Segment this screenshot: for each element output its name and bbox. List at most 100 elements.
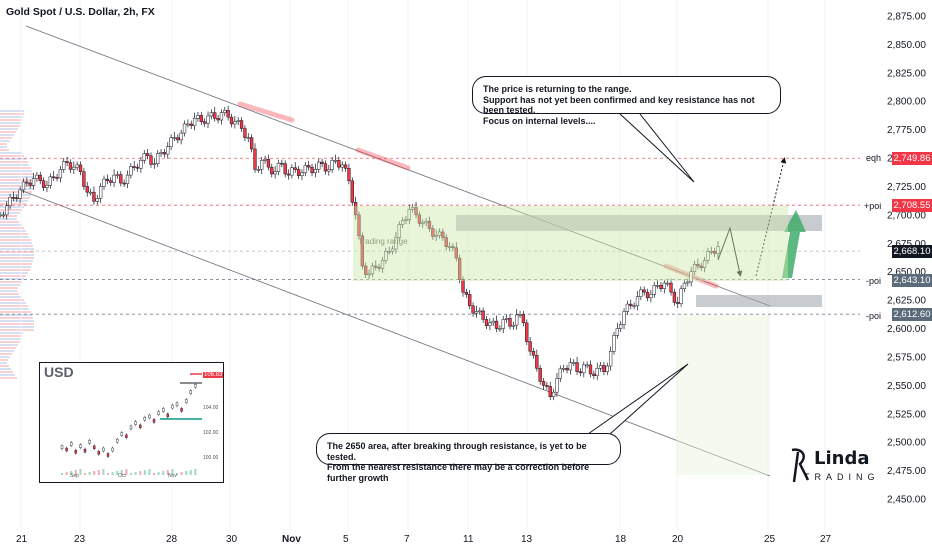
candle-body (216, 118, 220, 121)
candle-body (260, 160, 264, 170)
candle-body (397, 224, 401, 238)
inset-price-badge: 106.83 (203, 372, 224, 378)
candle-body (145, 153, 150, 157)
candle-body (152, 163, 156, 165)
inset-volume-bar (116, 471, 119, 475)
candle-body (414, 207, 418, 216)
volume-profile-bar (0, 266, 31, 268)
candle-body (696, 264, 700, 267)
candle-body (209, 112, 214, 117)
volume-profile-bar (0, 113, 24, 115)
poi-box-upper (456, 215, 822, 231)
callout-top-line-3: Focus on internal levels.... (483, 115, 596, 126)
candle-body (213, 112, 217, 119)
candle-body (592, 373, 596, 376)
candle-body (468, 294, 472, 307)
candle-body (515, 314, 519, 326)
y-tick-label: 2,675.00 (887, 239, 926, 250)
volume-profile (0, 110, 34, 379)
candle-body (384, 250, 388, 261)
inset-title: USD (44, 364, 74, 380)
volume-profile-bar (0, 299, 24, 301)
inset-x-sep: Sep (70, 473, 79, 479)
volume-profile-bar (0, 236, 29, 238)
candle-body (474, 311, 479, 314)
y-tick-label: 2,825.00 (887, 68, 926, 79)
inset-volume-bar (93, 471, 96, 475)
candle-body (404, 219, 408, 221)
volume-profile-bar (0, 356, 10, 358)
volume-profile-bar (0, 215, 17, 217)
y-tick-label: 2,500.00 (887, 438, 926, 449)
poi-boxes (456, 215, 822, 475)
volume-profile-bar (0, 290, 17, 292)
callout-top-pointer (619, 113, 695, 183)
volume-profile-bar (0, 152, 22, 154)
candle-body (461, 279, 465, 293)
candle-body (548, 386, 552, 397)
candle-body (682, 282, 687, 290)
candle-body (327, 169, 331, 172)
candle-body (659, 285, 663, 290)
volume-profile-bar (0, 362, 7, 364)
resistance-touch (355, 147, 411, 171)
candle-body (132, 166, 136, 168)
candle-body (575, 362, 579, 372)
candle-body (286, 173, 291, 176)
candle-body (162, 152, 167, 155)
inset-tick-2: 102.00 (203, 430, 219, 436)
candle-body (300, 172, 304, 176)
x-tick-27: 27 (820, 534, 832, 545)
candle-body (578, 371, 583, 374)
volume-profile-bar (0, 329, 34, 331)
x-tick-nov: Nov (282, 534, 301, 545)
forecast-zigzag (717, 226, 743, 277)
inset-candle (129, 425, 133, 430)
candle-body (166, 146, 170, 155)
candle-body (394, 237, 398, 250)
candle-body (172, 137, 177, 139)
candle-body (122, 182, 126, 185)
price-axis: 2,875.00 2,850.00 2,825.00 2,800.00 2,775.00… (887, 12, 926, 506)
candle-body (639, 289, 643, 297)
candle-body (303, 165, 307, 174)
arrow-annotations (587, 113, 806, 435)
candle-body (568, 362, 573, 371)
candle-body (608, 351, 613, 367)
candle-body (21, 181, 26, 191)
candle-body (11, 197, 16, 199)
candle-body (115, 174, 120, 176)
callout-top-line-1: The price is returning to the range. (483, 84, 632, 94)
y-tick-label: 2,850.00 (887, 40, 926, 51)
candle-body (229, 116, 234, 125)
candle-body (92, 191, 96, 202)
candle-body (400, 220, 405, 225)
candle-body (377, 266, 381, 269)
candle-body (501, 319, 505, 329)
candle-body (615, 328, 619, 336)
candle-body (256, 169, 260, 171)
candle-body (582, 364, 586, 374)
candle-body (595, 368, 599, 376)
candle-body (702, 260, 707, 268)
volume-profile-bar (0, 284, 20, 286)
candle-body (246, 137, 250, 139)
candle-body (367, 273, 371, 276)
volume-profile-bar (0, 263, 32, 265)
y-tick-label: 2,525.00 (887, 409, 926, 420)
candle-body (233, 121, 237, 125)
inset-candle (125, 434, 128, 439)
candle-body (293, 167, 297, 170)
candle-body (655, 285, 660, 287)
inset-candle (60, 445, 64, 450)
candle-body (481, 310, 485, 320)
volume-profile-bar (0, 335, 22, 337)
label-poi-low: -poi (866, 311, 882, 321)
candle-body (444, 237, 448, 247)
callout-bottom-line-2: From the nearest resistance there may be… (327, 462, 590, 483)
volume-profile-bar (0, 305, 28, 307)
candle-body (263, 158, 267, 161)
volume-profile-bar (0, 110, 24, 112)
candle-body (119, 174, 123, 184)
candle-body (662, 282, 666, 290)
